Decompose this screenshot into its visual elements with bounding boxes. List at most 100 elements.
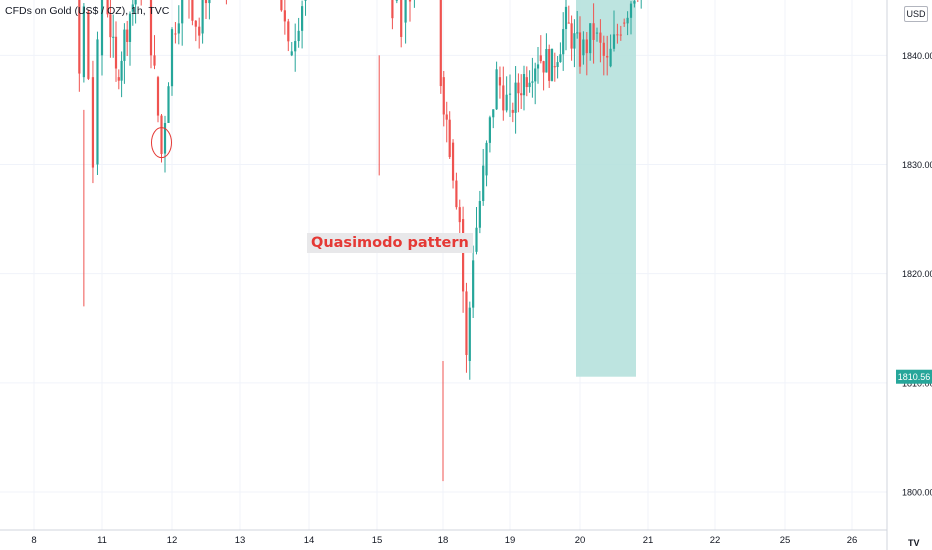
candle-body (472, 260, 475, 308)
price-tick-label: 1840.00 (902, 51, 932, 61)
candle-body (112, 36, 115, 38)
candle-body (612, 34, 616, 49)
symbol-title: CFDs on Gold (US$ / OZ), 1h, TVC (5, 5, 170, 17)
candle-body (589, 23, 592, 54)
candle-body (592, 23, 595, 40)
candle-body (174, 33, 177, 35)
candle-body (117, 77, 120, 81)
candle-body (492, 109, 495, 118)
time-tick-label: 12 (167, 535, 178, 546)
candle-body (633, 1, 636, 4)
candle-body (442, 77, 445, 115)
candle-body (153, 55, 156, 66)
candle-body (556, 62, 559, 68)
candle-body (128, 13, 132, 42)
candle-body (167, 86, 170, 123)
candle-body (198, 26, 201, 36)
candle-body (595, 32, 599, 34)
time-tick-label: 22 (710, 535, 721, 546)
candle-body (573, 33, 576, 49)
candle-body (149, 0, 153, 56)
time-tick-label: 14 (304, 535, 315, 546)
candle-body (114, 36, 118, 69)
candle-body (400, 0, 403, 37)
candle-body (567, 22, 570, 24)
candle-body (181, 0, 184, 24)
candle-body (82, 6, 85, 78)
candle-body (297, 30, 300, 42)
candle-body (550, 48, 554, 81)
candle-body (160, 115, 163, 154)
candle-body (109, 14, 112, 38)
time-tick-label: 19 (505, 535, 516, 546)
candle-body (408, 0, 412, 2)
candle-body (280, 0, 283, 11)
candle-body (177, 23, 180, 34)
candle-body (439, 0, 442, 87)
time-tick-label: 20 (575, 535, 586, 546)
candle-body (542, 61, 545, 73)
candle-body (562, 29, 565, 55)
currency-selector[interactable]: USD (904, 6, 928, 22)
candle-body (96, 39, 99, 165)
candle-body (201, 0, 204, 34)
candle-body (531, 81, 534, 83)
candle-body (564, 6, 568, 30)
reward-zone (576, 0, 636, 377)
candle-body (505, 94, 508, 111)
time-tick-label: 26 (847, 535, 858, 546)
candle-body (294, 41, 297, 52)
candle-body (478, 201, 481, 228)
candle-body (91, 77, 95, 168)
tv-logo-icon: TV (908, 538, 920, 548)
time-tick-label: 18 (438, 535, 449, 546)
candle-body (106, 0, 109, 15)
candle-body (131, 4, 134, 12)
price-tick-label: 1830.00 (902, 160, 932, 170)
pattern-marker-circle (151, 127, 172, 159)
candle-body (304, 0, 307, 1)
candle-body (290, 51, 293, 56)
candle-body (134, 0, 137, 5)
candle-body (78, 0, 81, 74)
candle-body (448, 119, 451, 158)
candle-body (576, 32, 579, 34)
candle-body (395, 0, 398, 1)
candle-body (391, 0, 394, 19)
candle-body (626, 17, 629, 24)
candle-body (455, 180, 458, 208)
candle-body (194, 20, 197, 27)
price-tick-label: 1800.00 (902, 488, 932, 498)
candle-body (528, 82, 531, 88)
candle-body (451, 142, 455, 181)
candle-body (87, 11, 90, 79)
candle-body (578, 32, 582, 67)
price-badge-stop-bg (896, 369, 932, 384)
candle-body (522, 74, 526, 96)
candle-body (485, 142, 488, 176)
candle-body (468, 307, 471, 361)
candle-body (553, 66, 556, 68)
candle-body (123, 29, 126, 61)
candle-body (156, 77, 160, 116)
candle-body (514, 82, 517, 113)
candle-body (488, 117, 491, 143)
candle-body (616, 34, 619, 36)
candle-body (599, 32, 602, 43)
candle-body (582, 39, 585, 56)
candle-body (570, 23, 573, 49)
candle-body (495, 69, 498, 110)
candle-body (482, 165, 485, 202)
pattern-annotation-label: Quasimodo pattern (307, 233, 473, 253)
candle-body (609, 48, 612, 67)
candle-body (548, 48, 551, 81)
time-tick-label: 8 (31, 535, 36, 546)
candle-body (475, 227, 478, 252)
candle-body (462, 219, 465, 292)
time-tick-label: 25 (780, 535, 791, 546)
candle-body (534, 68, 537, 82)
candle-body (404, 0, 407, 23)
candle-body (465, 291, 468, 355)
